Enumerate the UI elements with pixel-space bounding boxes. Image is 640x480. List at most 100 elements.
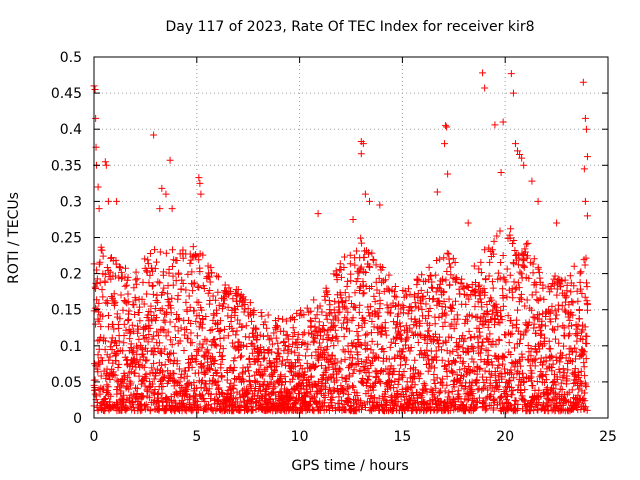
data-point — [122, 398, 130, 406]
data-point — [363, 375, 371, 383]
data-point — [332, 270, 340, 278]
data-point — [233, 290, 241, 298]
data-point — [463, 317, 471, 325]
data-point — [215, 301, 223, 309]
data-point — [189, 280, 197, 288]
data-point — [315, 324, 323, 332]
data-point — [394, 390, 402, 398]
data-point — [553, 375, 561, 383]
data-point — [361, 190, 369, 198]
data-point — [436, 255, 444, 263]
data-point — [124, 290, 132, 298]
y-tick-label: 0.35 — [51, 158, 82, 174]
data-point — [321, 386, 329, 394]
data-point — [506, 271, 514, 279]
data-point — [133, 275, 141, 283]
data-point — [317, 362, 325, 370]
data-point — [406, 365, 414, 373]
data-point — [106, 376, 114, 384]
data-point — [325, 384, 333, 392]
data-point — [233, 398, 241, 406]
data-point — [296, 369, 304, 377]
data-point — [166, 318, 174, 326]
data-point — [518, 353, 526, 361]
data-point — [435, 285, 443, 293]
data-point — [321, 394, 329, 402]
data-point — [374, 329, 382, 337]
data-point — [233, 292, 241, 300]
data-point — [518, 154, 526, 162]
data-point — [231, 354, 239, 362]
data-point — [132, 384, 140, 392]
data-point — [521, 328, 529, 336]
data-point — [309, 406, 317, 414]
data-point — [457, 279, 465, 287]
data-point — [206, 278, 214, 286]
data-point — [496, 274, 504, 282]
data-point — [349, 215, 357, 223]
data-point — [104, 311, 112, 319]
data-point — [356, 301, 364, 309]
data-point — [522, 240, 530, 248]
data-point — [484, 359, 492, 367]
data-point — [330, 306, 338, 314]
data-point — [515, 375, 523, 383]
data-point — [141, 255, 149, 263]
data-point — [286, 389, 294, 397]
data-point — [326, 301, 334, 309]
y-tick-label: 0 — [73, 411, 82, 427]
data-point — [385, 271, 393, 279]
data-point — [139, 376, 147, 384]
data-point — [240, 377, 248, 385]
data-point — [542, 357, 550, 365]
data-point — [128, 321, 136, 329]
data-point — [158, 305, 166, 313]
data-point — [216, 326, 224, 334]
data-point — [104, 299, 112, 307]
data-point — [454, 315, 462, 323]
data-point — [490, 250, 498, 258]
data-point — [101, 337, 109, 345]
data-point — [430, 376, 438, 384]
data-point — [187, 319, 195, 327]
data-point — [520, 378, 528, 386]
data-point — [131, 369, 139, 377]
data-point — [149, 281, 157, 289]
data-point — [121, 372, 129, 380]
data-point — [406, 290, 414, 298]
data-point — [566, 316, 574, 324]
data-point — [393, 321, 401, 329]
data-point — [129, 348, 137, 356]
data-point — [454, 387, 462, 395]
data-point — [581, 372, 589, 380]
data-point — [470, 347, 478, 355]
data-point — [212, 306, 220, 314]
data-point — [353, 247, 361, 255]
data-point — [514, 279, 522, 287]
data-point — [151, 348, 159, 356]
data-point — [340, 253, 348, 261]
data-point — [491, 396, 499, 404]
data-point — [517, 270, 525, 278]
data-point — [303, 359, 311, 367]
data-point — [179, 254, 187, 262]
data-point — [488, 361, 496, 369]
data-point — [394, 310, 402, 318]
data-point — [538, 317, 546, 325]
data-point — [376, 378, 384, 386]
data-point — [532, 329, 540, 337]
data-point — [164, 356, 172, 364]
data-point — [501, 365, 509, 373]
data-point — [487, 391, 495, 399]
data-point — [323, 315, 331, 323]
data-point — [426, 305, 434, 313]
data-point — [495, 361, 503, 369]
data-point — [231, 375, 239, 383]
data-point — [582, 254, 590, 262]
data-point — [445, 295, 453, 303]
data-point — [130, 284, 138, 292]
data-point — [248, 317, 256, 325]
data-point — [202, 312, 210, 320]
data-point — [333, 332, 341, 340]
data-point — [490, 404, 498, 412]
